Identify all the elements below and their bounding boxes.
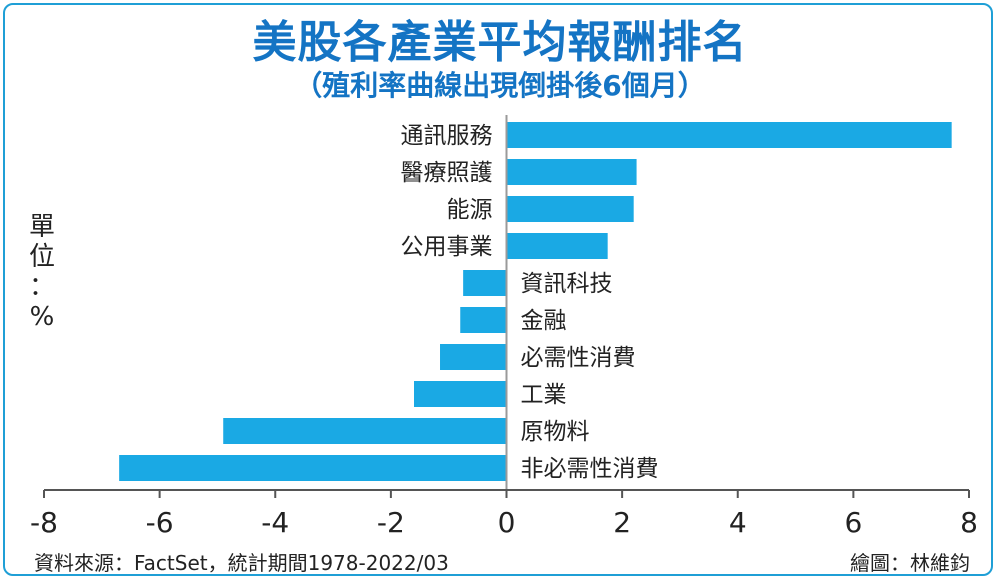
category-label: 非必需性消費: [521, 456, 659, 482]
chart-subtitle: （殖利率曲線出現倒掛後6個月）: [294, 69, 706, 102]
category-label: 公用事業: [401, 234, 493, 260]
category-label: 資訊科技: [521, 271, 613, 297]
bar: [440, 344, 507, 370]
bar: [506, 196, 634, 222]
category-label: 通訊服務: [401, 123, 493, 149]
x-tick-label: 2: [613, 506, 631, 539]
unit-char: 位: [28, 242, 55, 272]
bar: [119, 455, 507, 481]
bar: [460, 307, 507, 333]
category-label: 金融: [521, 308, 567, 334]
credit-note: 繪圖：林維鈞: [850, 551, 970, 575]
chart-title: 美股各產業平均報酬排名: [252, 17, 748, 68]
bar: [463, 270, 507, 296]
x-tick-label: -6: [146, 506, 174, 539]
unit-char: 單: [28, 212, 55, 242]
unit-char: %: [29, 302, 55, 332]
source-note: 資料來源：FactSet，統計期間1978-2022/03: [34, 551, 449, 575]
bar: [414, 381, 507, 407]
unit-label: 單 位 ： %: [22, 212, 62, 332]
x-tick-label: 4: [729, 506, 747, 539]
category-label: 工業: [521, 382, 567, 408]
x-tick-label: -4: [261, 506, 289, 539]
category-label: 必需性消費: [521, 345, 636, 371]
category-label: 醫療照護: [401, 160, 493, 186]
x-tick-label: 0: [498, 506, 516, 539]
bar: [506, 233, 608, 259]
x-tick-label: 8: [960, 506, 978, 539]
bar: [506, 159, 637, 185]
x-tick-label: -8: [30, 506, 58, 539]
category-label: 原物料: [521, 419, 590, 445]
category-label: 能源: [447, 197, 493, 223]
unit-char: ：: [28, 272, 55, 302]
bar: [223, 418, 507, 444]
x-tick-label: -2: [377, 506, 405, 539]
bar: [506, 122, 952, 148]
x-tick-label: 6: [844, 506, 862, 539]
